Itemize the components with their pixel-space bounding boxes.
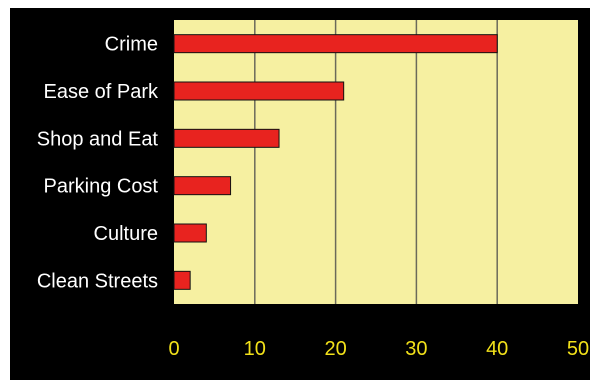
x-tick-label: 20 — [324, 338, 346, 360]
bar — [173, 81, 345, 101]
category-label: Shop and Eat — [37, 128, 159, 150]
x-tick-label: 40 — [486, 338, 508, 360]
category-label: Ease of Park — [43, 81, 159, 103]
bar — [173, 223, 207, 243]
gridlines — [254, 20, 498, 304]
bar — [173, 270, 191, 290]
category-label: Culture — [94, 223, 158, 245]
x-tick-label: 10 — [244, 338, 266, 360]
bar — [173, 128, 280, 148]
x-tick-label: 0 — [168, 338, 179, 360]
category-label: Clean Streets — [37, 270, 158, 292]
category-label: Parking Cost — [44, 176, 159, 198]
bar — [173, 34, 498, 54]
category-label: Crime — [105, 34, 158, 56]
bars — [173, 34, 498, 290]
plot-area — [174, 20, 578, 304]
x-tick-label: 50 — [567, 338, 589, 360]
bar — [173, 176, 232, 196]
x-axis-tick-labels: 0 10 20 30 40 50 — [168, 338, 589, 360]
x-tick-label: 30 — [405, 338, 427, 360]
category-labels: Crime Ease of Park Shop and Eat Parking Cos… — [37, 34, 159, 293]
